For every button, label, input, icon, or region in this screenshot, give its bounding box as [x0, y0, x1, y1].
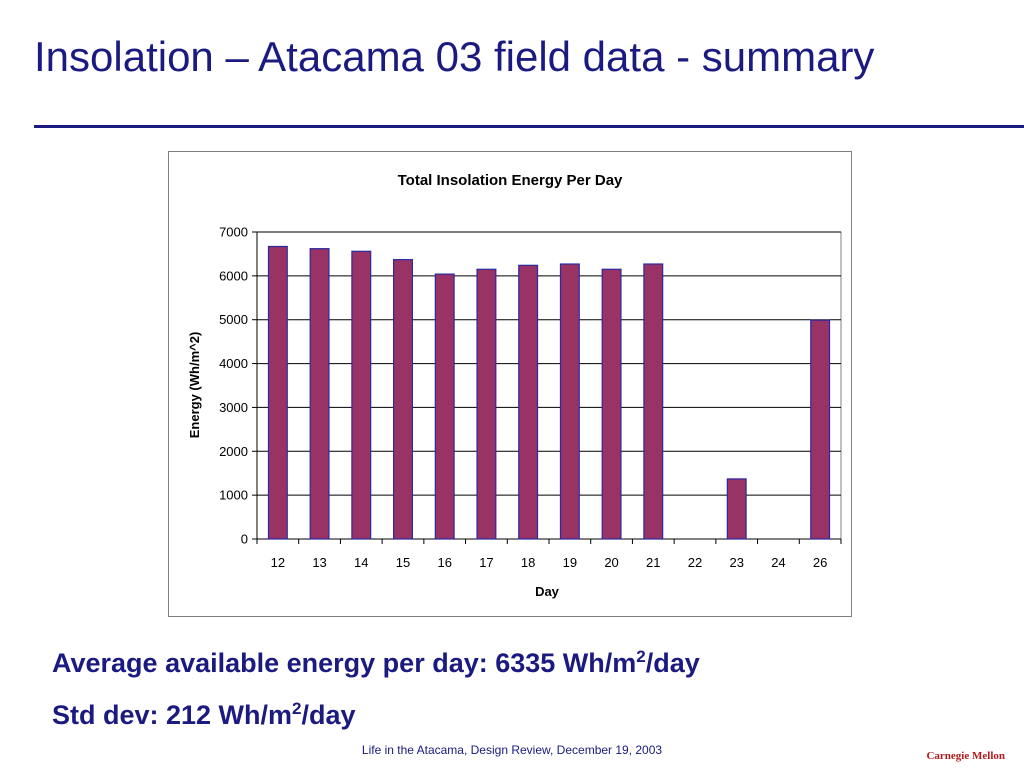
bar-day-23 [726, 478, 747, 540]
y-axis-ticks: 0 1000 2000 3000 4000 5000 6000 7000 [219, 225, 257, 547]
average-energy-exponent: 2 [636, 647, 646, 666]
x-tick-label: 26 [813, 555, 827, 570]
bar-day-18 [518, 264, 539, 540]
carnegie-mellon-logo: Carnegie Mellon [926, 750, 1005, 762]
x-tick-label: 13 [312, 555, 326, 570]
average-energy-text: Average available energy per day: 6335 W… [52, 648, 637, 678]
plot-area [256, 231, 842, 540]
x-axis-label: Day [535, 584, 560, 599]
bar-day-26 [810, 319, 831, 540]
bar-day-15 [393, 259, 413, 540]
bar-day-14 [351, 250, 372, 540]
y-tick-label: 1000 [219, 488, 248, 503]
average-energy-unit: /day [645, 648, 700, 678]
x-tick-label: 18 [521, 555, 535, 570]
x-axis-ticks: 12 13 14 15 16 17 18 19 20 21 22 23 24 26 [256, 539, 842, 570]
std-dev-unit: /day [301, 700, 356, 730]
bar-day-13 [309, 248, 330, 540]
chart-title: Total Insolation Energy Per Day [398, 172, 623, 189]
bar-day-20 [601, 268, 622, 540]
y-tick-label: 2000 [219, 444, 248, 459]
bars [267, 245, 831, 540]
x-tick-label: 12 [271, 555, 285, 570]
x-tick-label: 19 [563, 555, 577, 570]
x-tick-label: 24 [771, 555, 785, 570]
bar-day-12 [267, 245, 288, 540]
std-dev-stat: Std dev: 212 Wh/m2/day [52, 699, 356, 730]
x-tick-label: 23 [729, 555, 743, 570]
slide-title: Insolation – Atacama 03 field data - sum… [34, 33, 875, 80]
bar-day-17 [476, 268, 497, 540]
average-energy-stat: Average available energy per day: 6335 W… [52, 647, 700, 678]
x-tick-label: 20 [604, 555, 618, 570]
bar-day-19 [559, 263, 580, 540]
x-tick-label: 21 [646, 555, 660, 570]
y-tick-label: 4000 [219, 356, 248, 371]
y-tick-label: 6000 [219, 268, 248, 283]
x-tick-label: 22 [688, 555, 702, 570]
title-divider [34, 125, 1024, 128]
chart-frame: Total Insolation Energy Per Day 0 1000 200… [168, 151, 852, 617]
footer-caption: Life in the Atacama, Design Review, Dece… [361, 743, 663, 757]
y-tick-label: 7000 [219, 225, 248, 240]
insolation-bar-chart: Total Insolation Energy Per Day 01000200… [187, 172, 842, 599]
bar-day-16 [434, 273, 455, 540]
std-dev-exponent: 2 [292, 699, 302, 718]
y-tick-label: 3000 [219, 400, 248, 415]
x-tick-label: 17 [479, 555, 493, 570]
x-tick-label: 16 [437, 555, 451, 570]
x-tick-label: 14 [354, 555, 368, 570]
y-tick-label: 0 [241, 532, 248, 547]
bar-day-21 [643, 263, 664, 540]
y-axis-label: Energy (Wh/m^2) [187, 332, 202, 439]
x-tick-label: 15 [396, 555, 410, 570]
std-dev-text: Std dev: 212 Wh/m [52, 700, 293, 730]
y-tick-label: 5000 [219, 312, 248, 327]
